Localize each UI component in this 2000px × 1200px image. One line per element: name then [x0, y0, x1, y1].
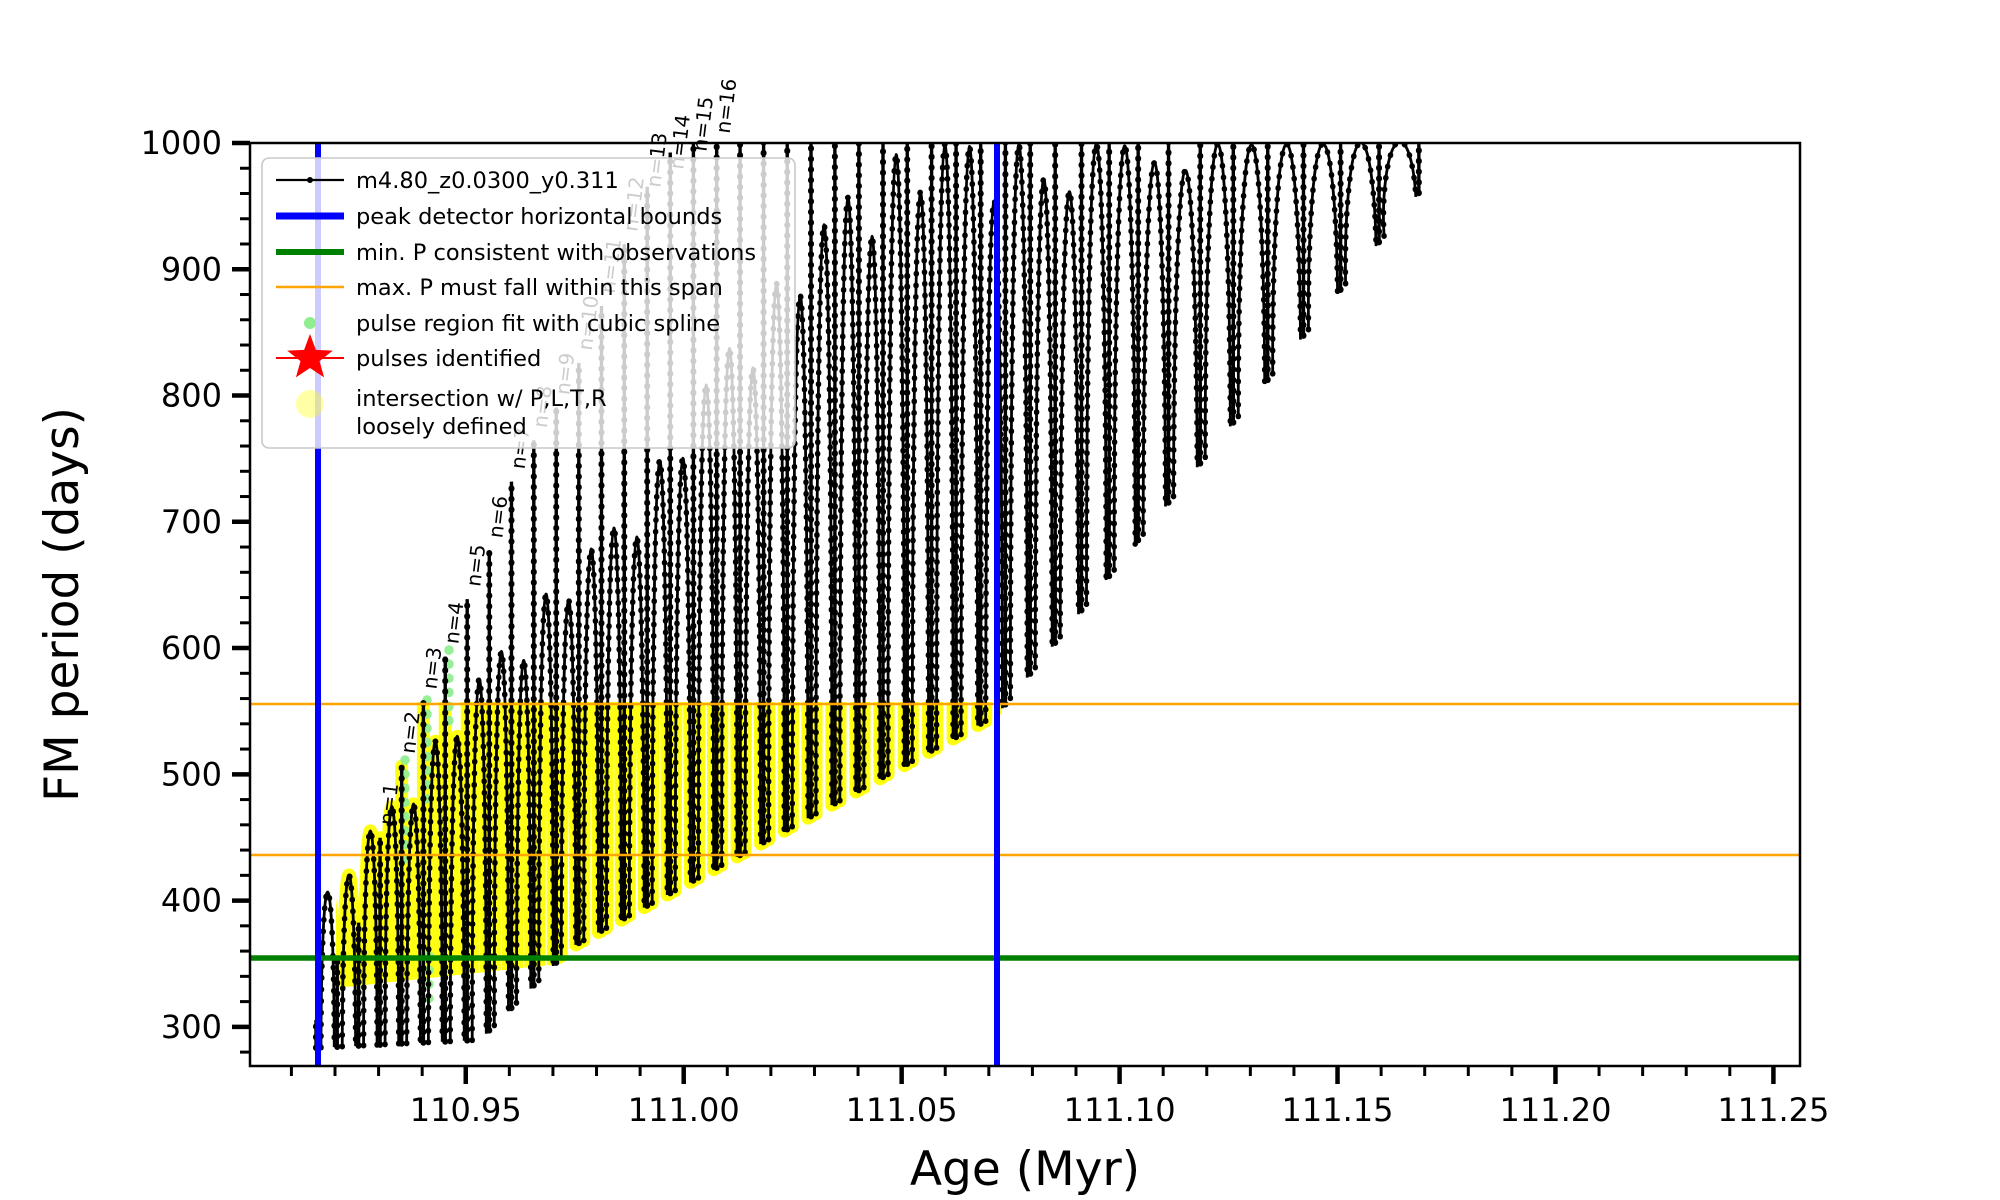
y-axis: 300 400 500 600 700 800 900 1000: [141, 124, 250, 1054]
y-tick-label: 500: [161, 755, 222, 793]
x-tick-label: 111.10: [1064, 1091, 1176, 1129]
legend-label: min. P consistent with observations: [356, 240, 756, 266]
legend-label: intersection w/ P,L,T,R: [356, 386, 607, 412]
x-tick-label: 111.25: [1717, 1091, 1829, 1129]
x-tick-label: 110.95: [410, 1091, 522, 1129]
y-tick-label: 800: [161, 377, 222, 415]
x-tick-label: 111.15: [1282, 1091, 1394, 1129]
y-tick-label: 600: [161, 629, 222, 667]
legend-item-4: max. P must fall within this span: [276, 275, 723, 301]
legend-label: pulses identified: [356, 346, 541, 372]
lightgreen-dot-icon: [304, 317, 316, 329]
legend-label-line2: loosely defined: [356, 414, 527, 440]
pulse-n-label: n=6: [483, 494, 512, 539]
legend-item-2: peak detector horizontal bounds: [276, 204, 722, 230]
x-tick-label: 111.00: [628, 1091, 740, 1129]
legend-box: [261, 157, 796, 449]
y-tick-label: 300: [161, 1008, 222, 1046]
legend-item-6: pulses identified: [276, 334, 541, 378]
y-axis-label: FM period (days): [35, 407, 90, 802]
legend-label: pulse region fit with cubic spline: [356, 311, 720, 337]
pulse-n-label: n=4: [439, 600, 468, 645]
dot-marker-icon: [307, 177, 313, 183]
y-tick-label: 700: [161, 503, 222, 541]
legend-label: peak detector horizontal bounds: [356, 204, 722, 230]
y-tick-label: 900: [161, 250, 222, 288]
pulse-n-label: n=1: [374, 782, 403, 827]
x-axis: 110.95 111.00 111.05 111.10 111.15 111.20 111.…: [289, 1066, 1829, 1129]
x-axis-label: Age (Myr): [910, 1142, 1140, 1197]
paleyellow-dot-icon: [296, 390, 324, 418]
pulse-n-label: n=2: [396, 710, 425, 755]
pulse-n-label: n=3: [418, 646, 447, 691]
pulse-n-label: n=5: [461, 543, 490, 588]
legend-label: max. P must fall within this span: [356, 275, 723, 301]
y-tick-label: 1000: [141, 124, 222, 162]
plot-area: [248, 141, 1802, 1068]
legend-item-5: pulse region fit with cubic spline: [304, 311, 720, 337]
x-tick-label: 111.20: [1499, 1091, 1611, 1129]
x-tick-label: 111.05: [846, 1091, 958, 1129]
legend-item-1: m4.80_z0.0300_y0.311: [276, 168, 619, 194]
legend-label: m4.80_z0.0300_y0.311: [356, 168, 619, 194]
pulse-n-label: n=16: [711, 77, 742, 134]
star-icon: [287, 334, 333, 378]
y-tick-label: 400: [161, 882, 222, 920]
legend-item-3: min. P consistent with observations: [276, 240, 756, 266]
